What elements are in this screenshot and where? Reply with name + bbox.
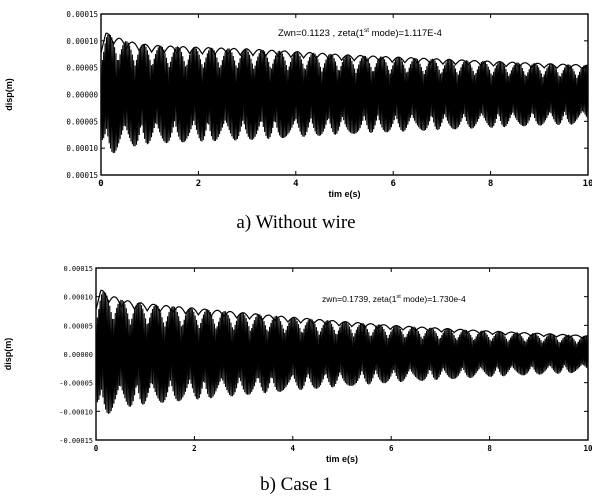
- y-axis-label: disp(m): [4, 78, 14, 111]
- y-tick-label: -0.00010: [59, 408, 93, 416]
- x-tick-label: 8: [488, 179, 493, 189]
- x-tick-label: 6: [390, 179, 395, 189]
- x-tick-label: 0: [98, 179, 103, 189]
- chart-a-svg: 0.00015 0.00010 0.00005 0.00000 0.00005 0.000…: [4, 10, 592, 199]
- x-tick-label: 0: [94, 444, 99, 453]
- y-tick-label: 0.00015: [66, 171, 98, 180]
- signal-trace: [100, 33, 589, 154]
- annotation-superscript: st: [396, 294, 401, 300]
- chart-b-caption: b) Case 1: [260, 474, 332, 495]
- x-tick-label: 10: [583, 179, 592, 189]
- chart-b-svg: 0.00015 0.00010 0.00005 0.00000 -0.00005 -0.0…: [3, 265, 592, 464]
- y-tick-label: 0.00005: [66, 64, 98, 73]
- chart-panel-a: 0.00015 0.00010 0.00005 0.00000 0.00005 0.000…: [4, 10, 592, 233]
- x-tick-label: 4: [291, 444, 296, 453]
- y-tick-label: 0.00005: [63, 322, 93, 330]
- annotation-part: mode)=1.730e-4: [401, 294, 466, 304]
- annotation-part: Zwn=0.1123 , zeta(1: [278, 28, 364, 39]
- annotation-text: Zwn=0.1123 , zeta(1st mode)=1.117E-4: [278, 27, 442, 39]
- upper-envelope: [95, 289, 589, 339]
- y-tick-label: 0.00015: [63, 265, 93, 273]
- x-tick-label: 2: [196, 179, 201, 189]
- y-tick-label: 0.00000: [66, 91, 98, 100]
- x-tick-label: 4: [293, 179, 299, 189]
- x-axis-label: tim e(s): [326, 454, 358, 464]
- x-axis-label: tim e(s): [328, 189, 360, 199]
- upper-envelope: [100, 32, 589, 70]
- chart-a-caption: a) Without wire: [236, 212, 356, 233]
- x-tick-label: 6: [389, 444, 394, 453]
- y-tick-label: 0.00010: [66, 144, 98, 153]
- y-tick-label: 0.00015: [66, 10, 98, 19]
- annotation-superscript: st: [364, 27, 369, 34]
- signal-trace: [95, 291, 589, 414]
- y-axis-label: disp(m): [3, 338, 13, 371]
- y-tick-label: -0.00005: [59, 380, 93, 388]
- annotation-part: zwn=0.1739, zeta(1: [322, 294, 397, 304]
- annotation-text: zwn=0.1739, zeta(1st mode)=1.730e-4: [322, 294, 466, 304]
- y-tick-label: 0.00000: [63, 351, 93, 359]
- annotation-part: mode)=1.117E-4: [369, 28, 442, 39]
- x-tick-label: 10: [583, 444, 592, 453]
- chart-panel-b: 0.00015 0.00010 0.00005 0.00000 -0.00005 -0.0…: [0, 258, 592, 499]
- y-tick-label: 0.00005: [66, 117, 98, 126]
- x-tick-label: 2: [192, 444, 197, 453]
- y-tick-label: 0.00010: [66, 37, 98, 46]
- y-tick-label: 0.00010: [63, 294, 93, 302]
- x-tick-label: 8: [487, 444, 492, 453]
- y-tick-label: -0.00015: [59, 437, 93, 445]
